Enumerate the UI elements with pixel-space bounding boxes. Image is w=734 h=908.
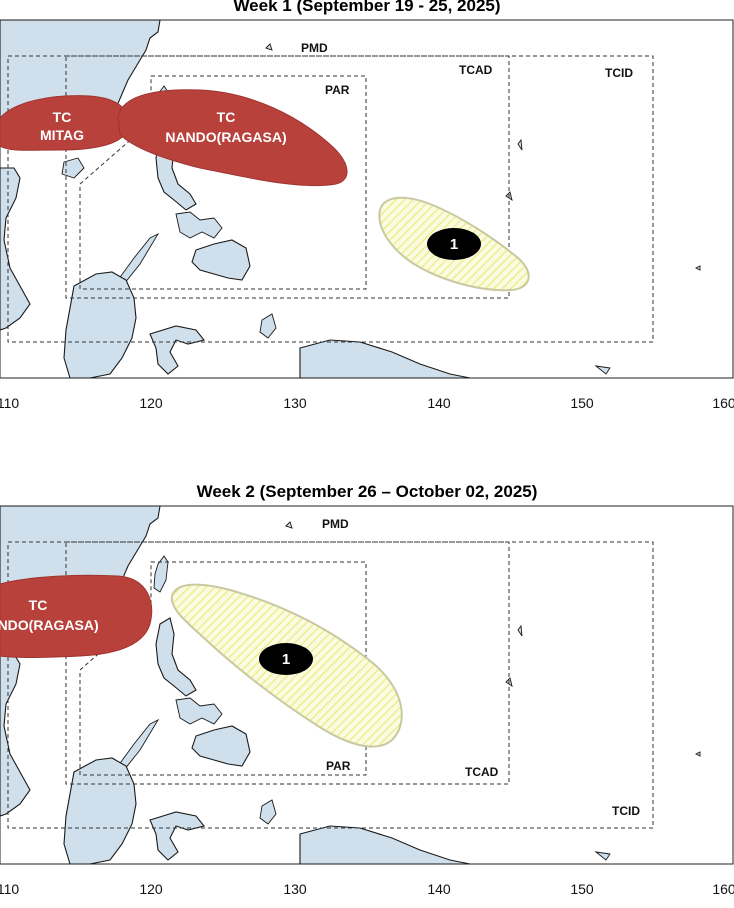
halmahera-island	[259, 313, 277, 339]
indochina-landmass	[0, 167, 31, 331]
week1-title: Week 1 (September 19 - 25, 2025)	[233, 0, 501, 15]
small-island	[594, 365, 611, 375]
halmahera-island	[259, 799, 277, 825]
tc-nando-ragasa-area	[0, 574, 153, 658]
longitude-tick: 110	[0, 881, 19, 897]
new-guinea-landmass	[299, 339, 471, 379]
longitude-tick: 150	[570, 881, 594, 897]
longitude-tick: 150	[570, 395, 594, 411]
small-island	[517, 138, 523, 151]
longitude-tick: 130	[283, 395, 307, 411]
palawan-island	[117, 232, 160, 285]
zone-1-badge	[259, 643, 313, 675]
taiwan-island	[153, 555, 169, 593]
small-island	[285, 521, 293, 529]
tcid-boundary	[7, 541, 654, 829]
tcad-label: TCAD	[465, 765, 499, 779]
zone-1-badge-label: 1	[450, 236, 458, 253]
week2-title: Week 2 (September 26 – October 02, 2025)	[196, 482, 538, 501]
tcad-label: TCAD	[459, 63, 493, 77]
longitude-tick: 110	[0, 395, 19, 411]
visayas-islands	[175, 697, 223, 725]
tcid-boundary	[7, 55, 654, 343]
mindanao-island	[191, 239, 251, 281]
small-island	[694, 751, 701, 757]
tcid-label: TCID	[612, 804, 640, 818]
tc-nando-ragasa-label-line1: TC	[29, 597, 48, 613]
tc-nando-ragasa-area	[117, 89, 348, 187]
longitude-tick: 140	[427, 395, 451, 411]
sulawesi-island	[149, 811, 205, 861]
par-label: PAR	[326, 759, 351, 773]
pmd-label: PMD	[322, 517, 349, 531]
tc-mitag-label-line2: MITAG	[40, 127, 84, 143]
longitude-tick: 120	[139, 881, 163, 897]
new-guinea-landmass	[299, 825, 471, 865]
palawan-island	[117, 718, 160, 771]
longitude-tick: 140	[427, 881, 451, 897]
small-island	[265, 43, 273, 51]
tc-nando-ragasa-label-line2: NANDO(RAGASA)	[165, 129, 286, 145]
tc-nando-ragasa-label-line2: NANDO(RAGASA)	[0, 617, 99, 633]
sulawesi-island	[149, 325, 205, 375]
week2-map: PMD PAR TCAD TCID TC NANDO(RAGASA) 1 110…	[0, 505, 734, 897]
tc-nando-ragasa-label-line1: TC	[217, 109, 236, 125]
borneo-landmass	[63, 271, 137, 379]
mindanao-island	[191, 725, 251, 767]
tcad-boundary	[65, 55, 510, 299]
indochina-landmass	[0, 653, 31, 817]
longitude-axis: 110 120 130 140 150 160	[0, 881, 734, 897]
zone-1-badge	[427, 228, 481, 260]
luzon-island	[155, 617, 197, 697]
par-label: PAR	[325, 83, 350, 97]
tc-mitag-label-line1: TC	[53, 109, 72, 125]
borneo-landmass	[63, 757, 137, 865]
longitude-tick: 160	[712, 881, 734, 897]
longitude-tick: 160	[712, 395, 734, 411]
visayas-islands	[175, 211, 223, 239]
tcid-label: TCID	[605, 66, 633, 80]
longitude-axis: 110 120 130 140 150 160	[0, 395, 734, 411]
longitude-tick: 120	[139, 395, 163, 411]
small-island	[517, 624, 523, 637]
week1-map: PMD PAR TCAD TCID TC MITAG TC NANDO(RAGA…	[0, 19, 734, 411]
tcad-boundary	[65, 541, 510, 785]
pmd-label: PMD	[301, 41, 328, 55]
zone-1-badge-label: 1	[282, 651, 290, 668]
hainan-island	[61, 157, 85, 179]
small-island	[694, 265, 701, 271]
small-island	[594, 851, 611, 861]
longitude-tick: 130	[283, 881, 307, 897]
